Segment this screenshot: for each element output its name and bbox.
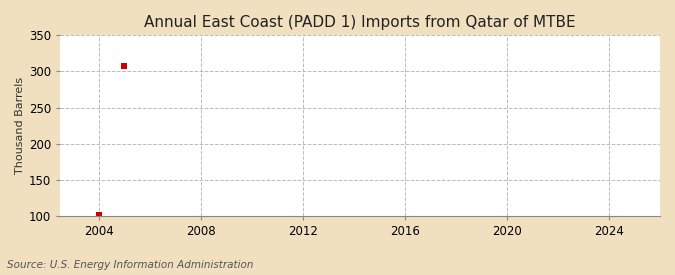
Y-axis label: Thousand Barrels: Thousand Barrels [15, 77, 25, 174]
Title: Annual East Coast (PADD 1) Imports from Qatar of MTBE: Annual East Coast (PADD 1) Imports from … [144, 15, 576, 30]
Text: Source: U.S. Energy Information Administration: Source: U.S. Energy Information Administ… [7, 260, 253, 270]
